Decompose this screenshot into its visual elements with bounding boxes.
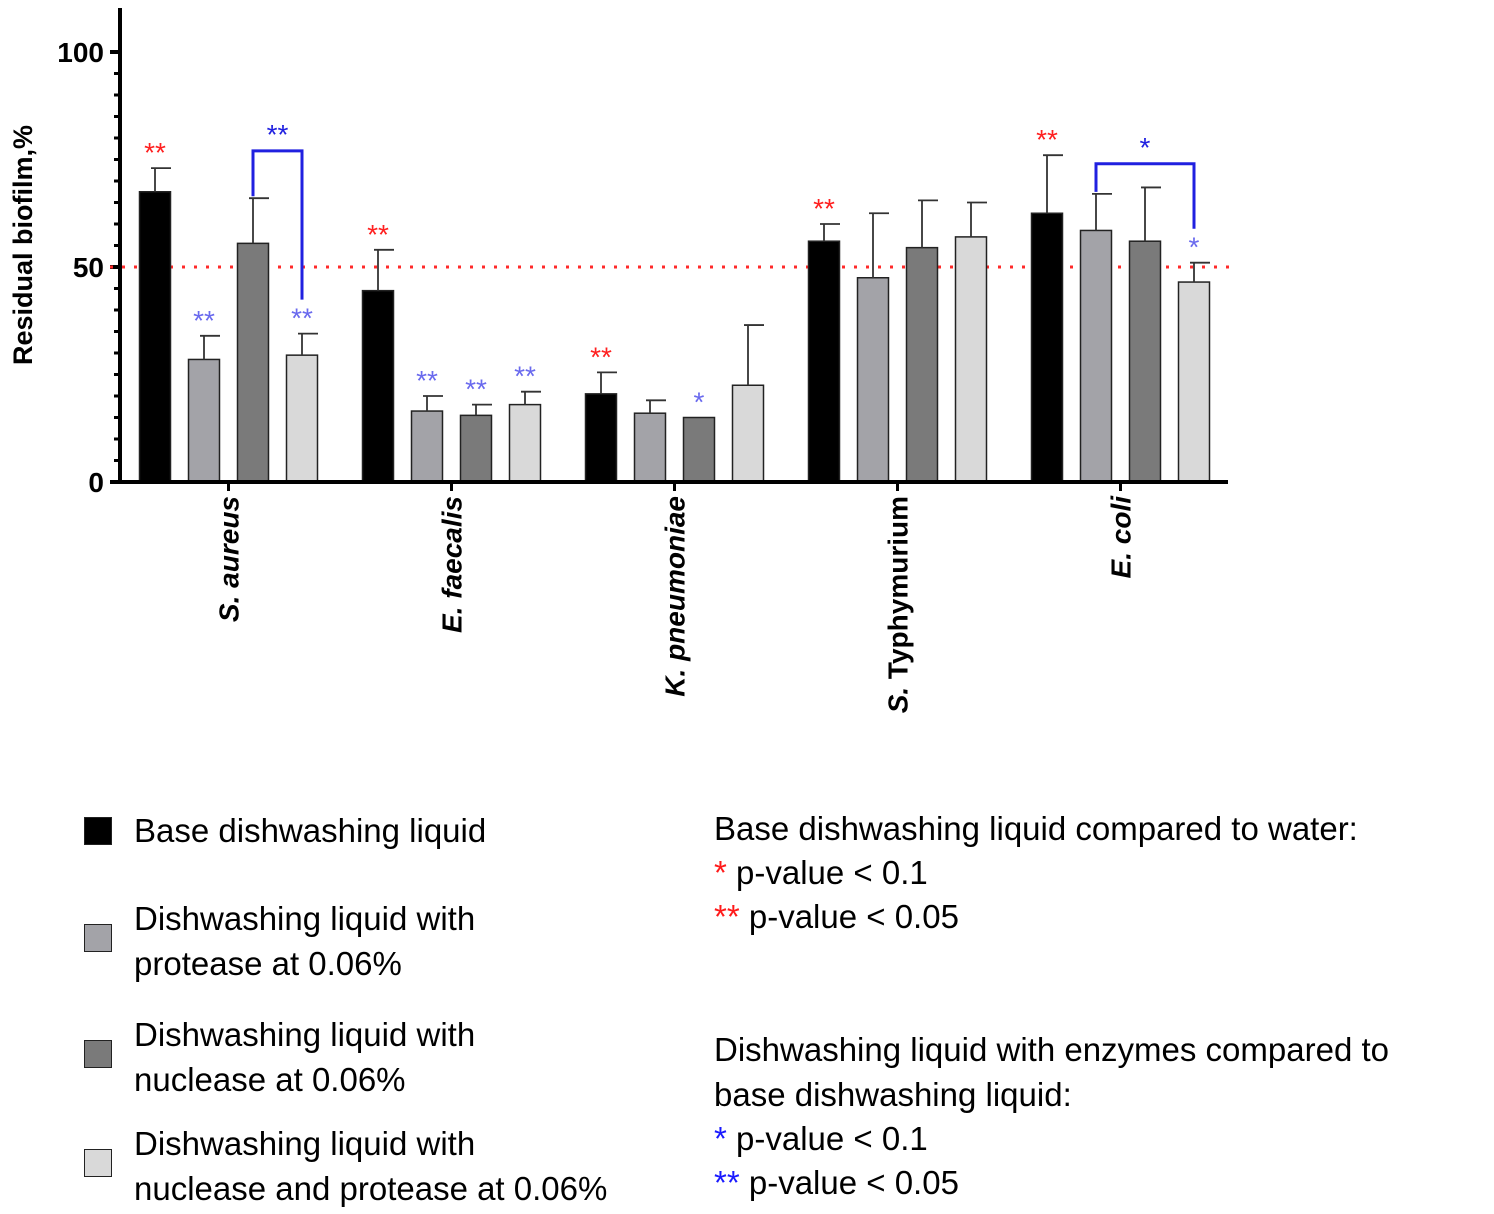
sig-mark-s2-c1: ** [465,374,487,405]
sig-group2-line2: ** p-value < 0.05 [714,1160,959,1205]
significance-marks: ************** ** ****** [144,124,1199,417]
sig-mark-s0-c0: ** [144,137,166,168]
legend-label-protease-2: protease at 0.06% [134,945,402,982]
legend-swatch-nuclease-protease [84,1149,112,1177]
sig-group1-title: Base dishwashing liquid compared to wate… [714,810,1358,847]
y-axis-label: Residual biofilm,% [8,125,38,365]
bar-s1-c2 [633,412,667,483]
bar-s0-c2 [584,393,618,483]
bracket-label-0: ** [267,119,289,150]
x-category-label-2: K. pneumoniae [660,496,691,697]
bar-s0-c3 [807,240,841,483]
bar-s2-c3 [905,246,939,483]
bracket-line-1 [1094,162,1196,229]
sig-group2-star1: * [714,1120,727,1157]
bar-s3-c2 [731,384,765,483]
legend-label-nuclease-protease-2: nuclease and protease at 0.06% [134,1170,608,1207]
bracket-label-1: * [1140,132,1151,163]
legend-swatch-base [84,817,112,845]
legend-label-nuclease-protease-1: Dishwashing liquid with [134,1125,476,1162]
bars [138,191,1211,483]
sig-mark-s0-c2: ** [590,341,612,372]
legend-swatch-protease [84,924,112,952]
sig-mark-s1-c1: ** [416,365,438,396]
sig-group2-title-2: base dishwashing liquid: [714,1076,1072,1113]
sig-mark-s2-c2: * [694,387,705,418]
x-category-label-4: E. coli [1106,495,1137,579]
sig-mark-s0-c1: ** [367,219,389,250]
legend-swatch-nuclease [84,1040,112,1068]
sig-group1-line1: * p-value < 0.1 [714,850,928,895]
legend-label-base: Base dishwashing liquid [134,812,487,849]
bar-s1-c3 [856,277,890,483]
sig-group2-text1: p-value < 0.1 [726,1120,928,1157]
bar-s3-c4 [1177,281,1211,483]
bar-s2-c2 [682,416,716,483]
bar-s1-c0 [187,358,221,483]
y-tick-labels: 0 50 100 [57,37,104,498]
bar-s3-c3 [954,236,988,483]
x-category-label-0: S. aureus [214,496,245,622]
sig-mark-s3-c1: ** [514,361,536,392]
sig-group1-star1: * [714,854,727,891]
sig-group2-star2: ** [714,1164,740,1201]
y-tick-label-50: 50 [73,252,104,283]
sig-group1-text2: p-value < 0.05 [739,898,959,935]
sig-group1-line2: ** p-value < 0.05 [714,894,959,939]
sig-group2-line1: * p-value < 0.1 [714,1116,928,1161]
bar-s3-c1 [508,403,542,483]
sig-group1-text1: p-value < 0.1 [726,854,928,891]
bar-s2-c0 [236,242,270,483]
sig-group2-text2: p-value < 0.05 [739,1164,959,1201]
legend-label-nuclease-2: nuclease at 0.06% [134,1061,406,1098]
bar-s3-c0 [285,354,319,483]
sig-mark-s0-c3: ** [813,193,835,224]
x-category-label-3: S. Typhymurium [883,496,914,713]
legend-label-nuclease-1: Dishwashing liquid with [134,1016,476,1053]
sig-mark-s3-c0: ** [291,303,313,334]
bar-s1-c1 [410,410,444,483]
legend-label-protease-1: Dishwashing liquid with [134,900,476,937]
bar-s0-c1 [361,289,395,483]
error-bars [151,154,1210,416]
sig-mark-s1-c0: ** [193,305,215,336]
sig-group1-star2: ** [714,898,740,935]
y-tick-label-100: 100 [57,37,104,68]
bar-s1-c4 [1079,229,1113,483]
bracket-line-0 [251,149,304,300]
y-tick-label-0: 0 [88,467,104,498]
bar-s2-c1 [459,414,493,483]
sig-group2-title-1: Dishwashing liquid with enzymes compared… [714,1031,1389,1068]
bar-s2-c4 [1128,240,1162,483]
sig-mark-s0-c4: ** [1036,124,1058,155]
bar-s0-c4 [1030,212,1064,483]
bar-s0-c0 [138,191,172,483]
x-category-label-1: E. faecalis [437,496,468,633]
sig-mark-s3-c4: * [1189,232,1200,263]
x-category-labels: S. aureus E. faecalis K. pneumoniae S. Typh… [214,495,1137,714]
comparison-brackets: ** * [251,119,1196,300]
